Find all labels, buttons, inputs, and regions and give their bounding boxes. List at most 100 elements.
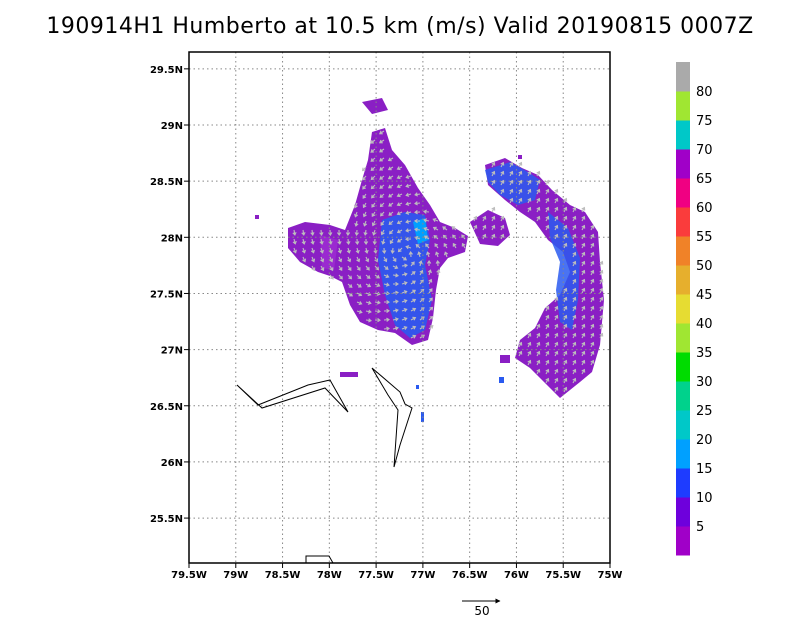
wind-vector-arrow xyxy=(383,274,390,279)
wind-vector-arrow xyxy=(379,193,385,198)
wind-vector-arrow xyxy=(572,377,577,384)
wind-vector-arrow xyxy=(590,305,595,312)
wind-vector-arrow xyxy=(545,350,550,357)
wind-vector-arrow xyxy=(374,317,381,323)
wind-vector-arrow xyxy=(319,238,324,245)
wind-vector-arrow xyxy=(554,359,559,366)
wind-vector-arrow xyxy=(336,229,342,236)
lon-tick-label: 76.5W xyxy=(452,570,488,581)
wind-vector-arrow xyxy=(365,274,371,279)
wind-vector-arrow xyxy=(355,238,360,245)
longitude-axis: 79.5W 79W 78.5W 78W 77.5W 77W 76.5W 76W 75.5W 75W xyxy=(171,563,622,581)
lat-tick-label: 26.5N xyxy=(150,402,183,413)
wind-vector-arrow xyxy=(362,175,367,181)
coastlines xyxy=(236,367,413,563)
wind-vector-arrow xyxy=(581,305,586,312)
wind-vector-arrow xyxy=(362,184,367,190)
wind-vector-arrow xyxy=(554,233,559,240)
wind-vector-arrow xyxy=(443,251,449,258)
wind-vector-arrow xyxy=(428,288,433,294)
lon-tick-label: 75W xyxy=(598,570,623,581)
wind-vector-arrow xyxy=(370,139,376,144)
colorbar-segment xyxy=(676,439,690,469)
wind-vector-arrow xyxy=(509,161,514,168)
colorbar-segment xyxy=(676,62,690,92)
wind-vector-arrow xyxy=(379,202,385,208)
wind-vector-arrow xyxy=(500,215,505,222)
wind-vector-arrow xyxy=(423,235,430,240)
wind-vector-arrow xyxy=(581,215,586,222)
wind-vector-arrow xyxy=(371,211,376,218)
wind-vector-arrow xyxy=(389,238,394,245)
wind-vector-arrow xyxy=(599,323,604,330)
wind-vector-arrow xyxy=(371,220,376,227)
wind-vector-arrow xyxy=(301,247,306,254)
wind-vector-arrow xyxy=(383,317,390,322)
wind-vector-arrow xyxy=(353,202,358,209)
wind-vector-arrow xyxy=(435,251,440,258)
wind-vector-arrow xyxy=(414,201,421,206)
lon-tick-label: 79W xyxy=(223,570,248,581)
wind-vector-arrow xyxy=(554,197,559,204)
wind-vector-arrow xyxy=(390,247,395,254)
wind-vector-arrow xyxy=(346,247,351,254)
wind-vector-arrow xyxy=(354,220,359,227)
wind-vector-arrow xyxy=(401,256,408,261)
wind-vector-arrow xyxy=(329,256,334,263)
wind-vector-arrow xyxy=(396,229,403,234)
wind-vector-arrow xyxy=(381,238,386,245)
wind-vector-arrow xyxy=(432,217,439,223)
lat-tick-label: 27.5N xyxy=(150,289,183,300)
wind-vector-arrow xyxy=(491,170,496,177)
wind-vector-arrow xyxy=(590,341,595,348)
wind-vector-arrow xyxy=(572,332,577,339)
wind-vector-arrow xyxy=(473,224,478,231)
lat-tick-label: 29N xyxy=(161,121,183,132)
wind-vector-arrow xyxy=(419,325,425,330)
colorbar-segment xyxy=(676,236,690,266)
wind-vector-arrow xyxy=(518,170,523,177)
wind-vector-arrow xyxy=(452,234,457,240)
wind-vector-arrow xyxy=(388,220,394,226)
wind-vector-arrow xyxy=(379,166,385,171)
wind-vector-arrow xyxy=(428,325,434,330)
wind-vector-arrow xyxy=(554,368,559,375)
wind-vector-arrow xyxy=(563,215,568,222)
wind-vector-arrow xyxy=(393,281,399,287)
wind-vector-arrow xyxy=(518,188,523,195)
wind-vector-arrow xyxy=(545,359,550,366)
wind-vector-arrow xyxy=(392,256,397,263)
wind-vector-arrow xyxy=(363,229,368,236)
colorbar-segment xyxy=(676,91,690,121)
lat-tick-label: 26N xyxy=(161,458,183,469)
wind-vector-arrow xyxy=(328,247,333,254)
wind-vector-arrow xyxy=(320,256,325,263)
wind-vector-arrow xyxy=(374,300,381,305)
wind-vector-arrow xyxy=(536,359,541,366)
wind-vector-arrow xyxy=(491,206,496,213)
page-title: 190914H1 Humberto at 10.5 km (m/s) Valid… xyxy=(46,14,754,39)
wind-vector-arrow xyxy=(347,274,353,280)
wind-vector-arrow xyxy=(380,211,385,217)
colorbar-segment xyxy=(676,207,690,237)
colorbar-segment xyxy=(676,381,690,411)
wind-vector-arrow xyxy=(590,278,595,285)
wind-vector-arrow xyxy=(590,323,595,330)
wind-vector-arrow xyxy=(581,224,586,231)
wind-vector-arrow xyxy=(428,297,433,303)
wind-vector-arrow xyxy=(374,309,381,314)
wind-vector-arrow xyxy=(590,287,595,294)
lon-tick-label: 75.5W xyxy=(545,570,581,581)
colorbar-segment xyxy=(676,352,690,382)
wind-vector-arrow xyxy=(436,269,441,276)
wind-vector-arrow xyxy=(356,265,361,271)
wind-vector-arrow xyxy=(373,247,378,254)
wind-vector-arrow xyxy=(590,350,595,357)
wind-vector-arrow xyxy=(311,256,316,263)
wind-vector-arrow xyxy=(337,247,342,254)
wind-vector-arrow xyxy=(536,197,541,204)
wind-vector-arrow xyxy=(435,260,440,267)
wind-vector-arrow xyxy=(410,325,417,330)
wind-vector-arrow xyxy=(405,236,412,242)
wind-vector-arrow xyxy=(389,229,394,235)
